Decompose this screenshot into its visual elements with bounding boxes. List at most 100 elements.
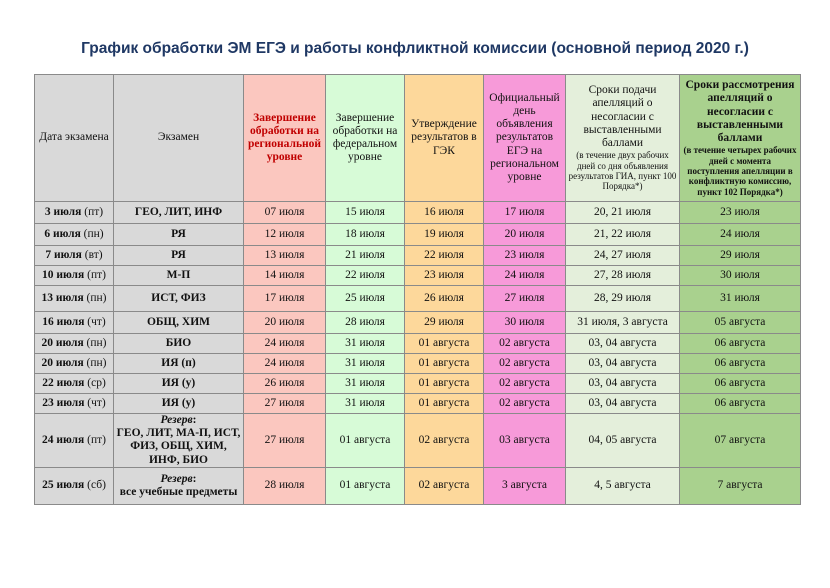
header-federal: Завершение обработки на федеральном уров… <box>325 74 405 202</box>
cell-appeal: 28, 29 июля <box>565 285 680 312</box>
cell-regional: 14 июля <box>243 265 326 286</box>
exam-label: ГЕО, ЛИТ, ИНФ <box>134 205 223 218</box>
header-review-main: Сроки рассмотрения апелляций о несогласи… <box>685 79 795 144</box>
cell-federal: 28 июля <box>325 311 405 334</box>
cell-exam: ИЯ (у) <box>113 393 244 414</box>
cell-official: 3 августа <box>483 466 566 505</box>
table-row: 10 июля (пт) М-П 14 июля 22 июля 23 июля 24 и… <box>34 265 801 286</box>
exam-label: ГЕО, ЛИТ, МА-П, ИСТ, ФИЗ, ОБЩ, ХИМ, ИНФ,… <box>116 427 241 466</box>
cell-appeal: 21, 22 июля <box>565 223 680 246</box>
header-row: Дата экзамена Экзамен Завершение обработ… <box>34 74 801 202</box>
cell-official: 02 августа <box>483 373 566 394</box>
cell-gek: 29 июля <box>404 311 484 334</box>
cell-date: 7 июля (вт) <box>34 245 114 266</box>
cell-gek: 22 июля <box>404 245 484 266</box>
cell-gek: 01 августа <box>404 333 484 354</box>
cell-federal: 31 июля <box>325 353 405 374</box>
table-row: 24 июля (пт) Резерв: ГЕО, ЛИТ, МА-П, ИСТ, … <box>34 413 801 468</box>
cell-regional: 07 июля <box>243 201 326 224</box>
cell-exam: ИЯ (п) <box>113 353 244 374</box>
table-row: 13 июля (пн) ИСТ, ФИЗ 17 июля 25 июля 26 июл… <box>34 285 801 312</box>
header-appeal-main: Сроки подачи апелляций о несогласии с вы… <box>583 84 662 150</box>
cell-federal: 21 июля <box>325 245 405 266</box>
cell-federal: 01 августа <box>325 466 405 505</box>
cell-official: 02 августа <box>483 353 566 374</box>
cell-review: 06 августа <box>679 373 801 394</box>
cell-date: 6 июля (пн) <box>34 223 114 246</box>
cell-official: 27 июля <box>483 285 566 312</box>
header-gek: Утверждение результатов в ГЭК <box>404 74 484 202</box>
cell-appeal: 03, 04 августа <box>565 333 680 354</box>
cell-federal: 15 июля <box>325 201 405 224</box>
header-regional: Завершение обработки на региональной уро… <box>243 74 326 202</box>
date-label: 16 июля <box>42 315 85 328</box>
date-label: 20 июля <box>41 356 84 369</box>
date-label: 3 июля <box>44 205 82 218</box>
cell-gek: 01 августа <box>404 373 484 394</box>
cell-date: 20 июля (пн) <box>34 333 114 354</box>
table-row: 3 июля (пт) ГЕО, ЛИТ, ИНФ 07 июля 15 июля 16… <box>34 201 801 224</box>
table-row: 16 июля (чт) ОБЩ, ХИМ 20 июля 28 июля 29 июл… <box>34 311 801 334</box>
cell-official: 02 августа <box>483 333 566 354</box>
cell-official: 17 июля <box>483 201 566 224</box>
cell-review: 23 июля <box>679 201 801 224</box>
reserve-label: Резерв <box>160 472 193 485</box>
cell-appeal: 31 июля, 3 августа <box>565 311 680 334</box>
weekday-label: (пт) <box>87 268 106 281</box>
cell-official: 30 июля <box>483 311 566 334</box>
table-row: 20 июля (пн) БИО 24 июля 31 июля 01 августа 0… <box>34 333 801 354</box>
exam-label: РЯ <box>171 248 186 261</box>
cell-regional: 24 июля <box>243 353 326 374</box>
weekday-label: (пн) <box>83 227 104 240</box>
cell-date: 16 июля (чт) <box>34 311 114 334</box>
cell-regional: 20 июля <box>243 311 326 334</box>
table-body: 3 июля (пт) ГЕО, ЛИТ, ИНФ 07 июля 15 июля 16… <box>34 201 801 505</box>
cell-regional: 17 июля <box>243 285 326 312</box>
cell-review: 24 июля <box>679 223 801 246</box>
cell-appeal: 20, 21 июля <box>565 201 680 224</box>
date-label: 13 июля <box>41 291 84 304</box>
cell-exam: ГЕО, ЛИТ, ИНФ <box>113 201 244 224</box>
date-label: 22 июля <box>42 376 85 389</box>
cell-regional: 12 июля <box>243 223 326 246</box>
header-date: Дата экзамена <box>34 74 114 202</box>
exam-label: ИЯ (у) <box>161 396 196 409</box>
cell-exam: Резерв: все учебные предметы <box>113 466 244 505</box>
date-label: 10 июля <box>42 268 85 281</box>
cell-gek: 01 августа <box>404 353 484 374</box>
weekday-label: (пн) <box>86 291 107 304</box>
cell-review: 29 июля <box>679 245 801 266</box>
cell-official: 20 июля <box>483 223 566 246</box>
cell-gek: 16 июля <box>404 201 484 224</box>
date-label: 23 июля <box>42 396 85 409</box>
weekday-label: (чт) <box>87 396 106 409</box>
cell-regional: 24 июля <box>243 333 326 354</box>
cell-review: 05 августа <box>679 311 801 334</box>
cell-official: 23 июля <box>483 245 566 266</box>
cell-gek: 01 августа <box>404 393 484 414</box>
cell-date: 25 июля (сб) <box>34 466 114 505</box>
cell-official: 02 августа <box>483 393 566 414</box>
cell-regional: 13 июля <box>243 245 326 266</box>
date-label: 7 июля <box>45 248 82 261</box>
schedule-table: Дата экзамена Экзамен Завершение обработ… <box>34 74 801 505</box>
cell-regional: 26 июля <box>243 373 326 394</box>
weekday-label: (сб) <box>87 479 106 492</box>
date-label: 20 июля <box>41 336 84 349</box>
header-exam: Экзамен <box>113 74 244 202</box>
date-label: 6 июля <box>44 227 81 240</box>
exam-label: М-П <box>166 268 191 281</box>
table-row: 6 июля (пн) РЯ 12 июля 18 июля 19 июля 20 июл… <box>34 223 801 246</box>
cell-federal: 31 июля <box>325 333 405 354</box>
cell-appeal: 03, 04 августа <box>565 353 680 374</box>
cell-exam: ИЯ (у) <box>113 373 244 394</box>
exam-label: все учебные предметы <box>119 485 238 498</box>
cell-date: 20 июля (пн) <box>34 353 114 374</box>
weekday-label: (пт) <box>84 205 104 218</box>
cell-appeal: 03, 04 августа <box>565 373 680 394</box>
cell-appeal: 03, 04 августа <box>565 393 680 414</box>
cell-date: 10 июля (пт) <box>34 265 114 286</box>
header-appeal: Сроки подачи апелляций о несогласии с вы… <box>565 74 680 202</box>
cell-date: 13 июля (пн) <box>34 285 114 312</box>
table-row: 7 июля (вт) РЯ 13 июля 21 июля 22 июля 23 июл… <box>34 245 801 266</box>
